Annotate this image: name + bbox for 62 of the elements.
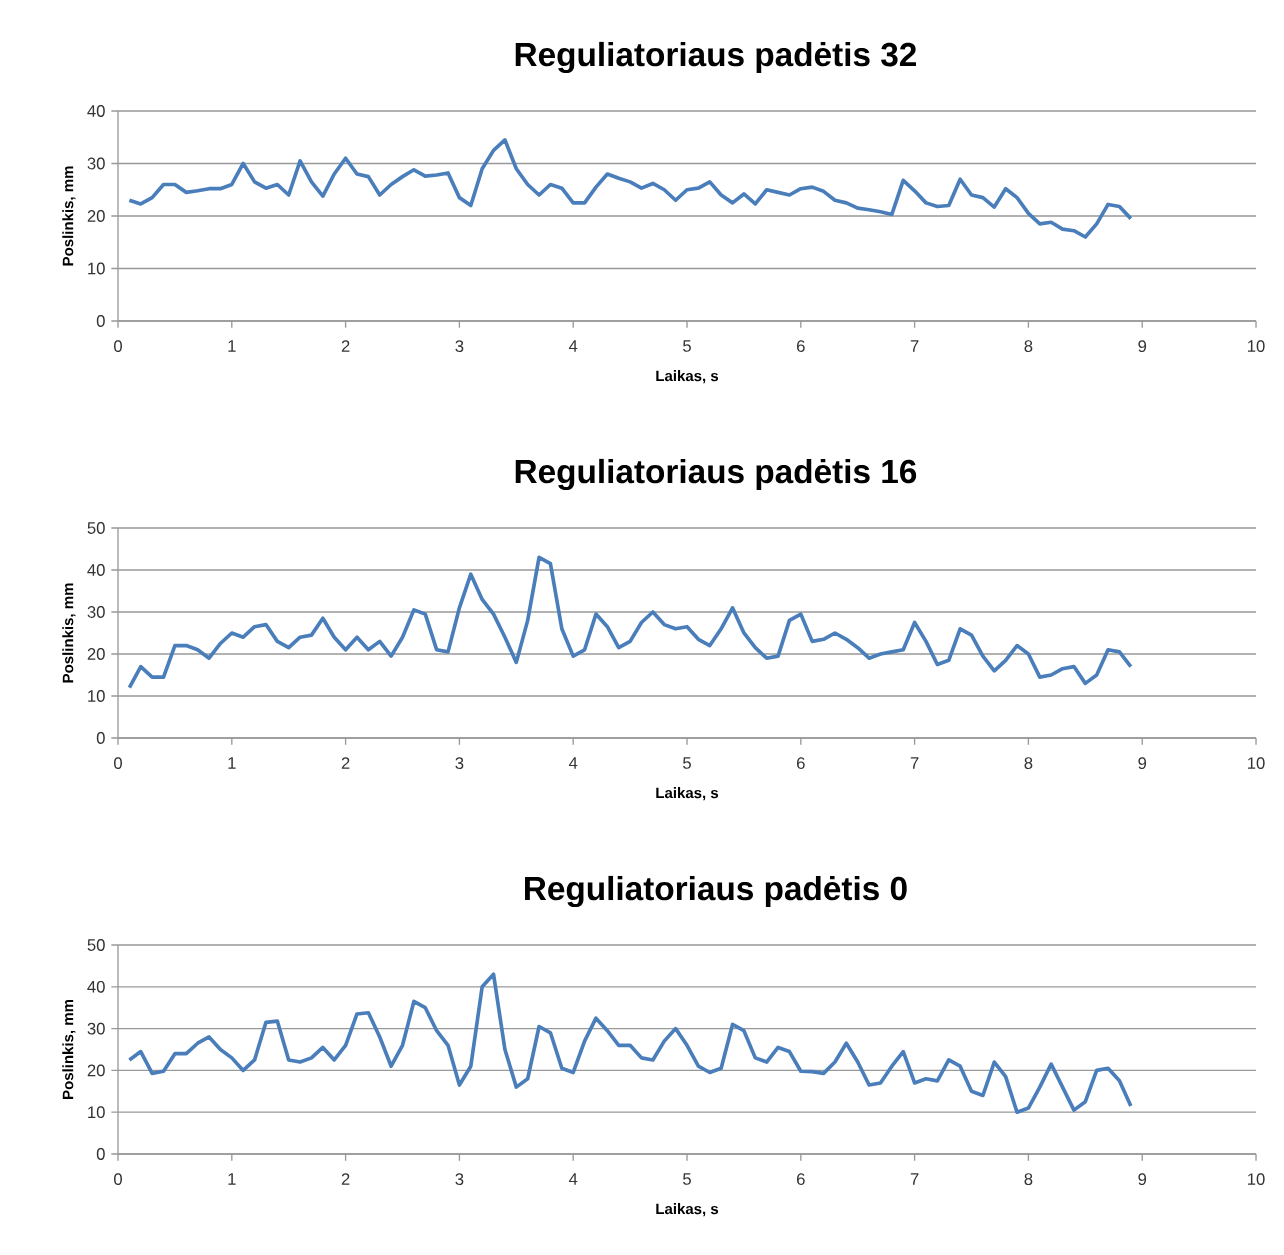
y-tick-label: 20 xyxy=(87,1064,105,1077)
y-tick-label: 50 xyxy=(87,522,105,534)
x-tick-label: 6 xyxy=(797,1173,805,1186)
x-tick-label: 7 xyxy=(910,1173,919,1185)
x-tick-label: 3 xyxy=(455,1173,464,1186)
x-tick-label: 4 xyxy=(568,757,578,769)
y-axis-title: Poslinkis, mm xyxy=(62,1000,76,1099)
x-tick-label: 9 xyxy=(1138,340,1147,353)
y-tick-label: 40 xyxy=(87,980,105,993)
x-tick-label: 10 xyxy=(1248,757,1265,770)
x-tick-label: 10 xyxy=(1248,1173,1265,1186)
x-tick-label: 7 xyxy=(910,340,919,352)
y-tick-label: 10 xyxy=(88,262,105,275)
y-tick-label: 20 xyxy=(87,648,105,660)
x-tick-label: 6 xyxy=(797,757,805,770)
x-tick-label: 0 xyxy=(114,1173,122,1186)
x-tick-label: 1 xyxy=(228,340,236,352)
y-tick-label: 50 xyxy=(87,939,105,951)
x-tick-label: 4 xyxy=(568,1173,578,1185)
x-tick-label: 7 xyxy=(910,757,919,769)
y-tick-label: 10 xyxy=(88,1106,105,1119)
x-tick-label: 5 xyxy=(683,340,691,352)
x-tick-label: 3 xyxy=(455,340,464,353)
x-axis-title: Laikas, s xyxy=(656,787,719,801)
line-series xyxy=(127,138,1133,239)
x-tick-label: 1 xyxy=(228,757,236,769)
x-tick-label: 3 xyxy=(455,757,464,770)
x-tick-label: 2 xyxy=(341,340,350,352)
x-tick-label: 0 xyxy=(114,340,122,353)
y-tick-label: 40 xyxy=(87,105,105,117)
y-tick-label: 30 xyxy=(87,1022,105,1035)
x-tick-label: 10 xyxy=(1248,340,1265,353)
y-tick-label: 30 xyxy=(87,606,105,618)
y-tick-label: 0 xyxy=(96,732,105,744)
x-tick-label: 9 xyxy=(1138,1173,1147,1186)
line-series xyxy=(127,555,1133,690)
x-tick-label: 5 xyxy=(683,757,691,769)
y-tick-label: 0 xyxy=(96,315,105,327)
x-tick-label: 4 xyxy=(568,340,578,352)
x-tick-label: 8 xyxy=(1024,1173,1033,1186)
chart-title: Reguliatoriaus padėtis 32 xyxy=(515,41,916,74)
chart-title: Reguliatoriaus padėtis 16 xyxy=(515,458,917,491)
x-tick-label: 9 xyxy=(1138,757,1147,770)
line-series xyxy=(127,972,1133,1115)
x-tick-label: 1 xyxy=(228,1173,236,1185)
x-tick-label: 0 xyxy=(114,757,122,770)
x-tick-label: 5 xyxy=(683,1173,691,1185)
x-tick-label: 8 xyxy=(1024,757,1033,770)
x-tick-label: 2 xyxy=(341,1173,350,1185)
y-tick-label: 0 xyxy=(96,1148,105,1160)
y-tick-label: 40 xyxy=(87,564,105,576)
y-tick-label: 30 xyxy=(87,157,105,170)
x-axis-title: Laikas, s xyxy=(656,370,719,384)
x-tick-label: 6 xyxy=(797,340,805,353)
y-tick-label: 10 xyxy=(88,690,105,702)
x-tick-label: 2 xyxy=(341,757,350,769)
y-axis-title: Poslinkis, mm xyxy=(62,583,76,683)
x-axis-title: Laikas, s xyxy=(656,1203,719,1217)
y-tick-label: 20 xyxy=(87,210,105,222)
x-tick-label: 8 xyxy=(1024,340,1033,353)
y-axis-title: Poslinkis, mm xyxy=(62,166,76,266)
chart-title: Reguliatoriaus padėtis 0 xyxy=(525,875,907,908)
